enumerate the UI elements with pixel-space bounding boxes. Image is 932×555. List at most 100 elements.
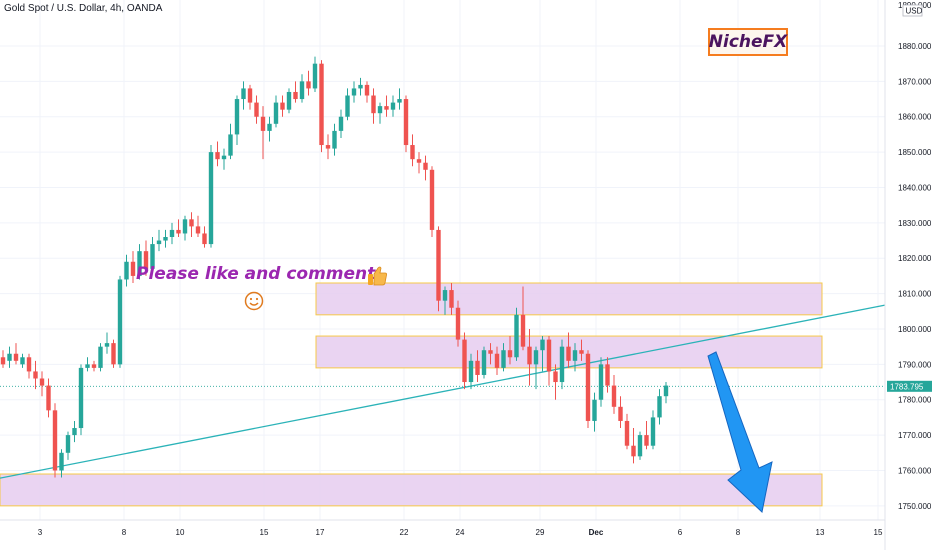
candle bbox=[455, 300, 461, 347]
candle-body bbox=[384, 106, 389, 110]
current-price-label: 1783.795 bbox=[887, 380, 932, 392]
candle-body bbox=[527, 346, 532, 365]
candle bbox=[7, 346, 12, 368]
x-tick-label: 3 bbox=[38, 528, 43, 537]
candle bbox=[332, 123, 337, 156]
candle-body bbox=[507, 350, 513, 358]
x-tick-label: 8 bbox=[122, 528, 127, 537]
candle bbox=[533, 346, 539, 390]
candle bbox=[267, 116, 272, 142]
candle bbox=[436, 226, 441, 312]
candle bbox=[143, 240, 149, 276]
candle bbox=[325, 134, 331, 160]
x-tick-label: 8 bbox=[736, 528, 741, 537]
candle-body bbox=[416, 159, 422, 163]
candle-body bbox=[273, 102, 279, 124]
y-tick-label: 1840.000 bbox=[898, 183, 932, 192]
candle-body bbox=[481, 350, 487, 375]
candle-body bbox=[306, 81, 311, 89]
candle bbox=[657, 389, 662, 425]
candle-body bbox=[98, 346, 103, 368]
candle bbox=[403, 95, 409, 153]
candle bbox=[85, 357, 90, 372]
y-tick-label: 1820.000 bbox=[898, 254, 932, 263]
x-tick-label: 22 bbox=[400, 528, 409, 537]
currency-badge[interactable]: USD bbox=[902, 4, 923, 17]
brand-badge: NicheFX bbox=[708, 28, 788, 56]
candle-body bbox=[624, 420, 630, 446]
candle-body bbox=[319, 63, 324, 146]
candle-body bbox=[377, 106, 383, 114]
candle-body bbox=[143, 251, 149, 269]
candle-body bbox=[0, 357, 6, 365]
candle bbox=[0, 350, 6, 368]
y-tick-label: 1790.000 bbox=[898, 360, 932, 369]
candle bbox=[169, 222, 175, 245]
candle-body bbox=[215, 152, 220, 160]
candle-body bbox=[585, 353, 591, 421]
candle bbox=[449, 282, 454, 315]
candle-body bbox=[475, 360, 480, 375]
candle bbox=[423, 155, 428, 181]
candle-body bbox=[20, 357, 25, 365]
candle bbox=[247, 84, 253, 110]
candle bbox=[280, 95, 285, 117]
price-axis[interactable]: 1750.000 1760.000 1770.000 1780.000 1790.000… bbox=[898, 1, 932, 511]
x-tick-label: 15 bbox=[874, 528, 883, 537]
candle bbox=[605, 357, 610, 393]
candle-body bbox=[397, 99, 402, 103]
candle-body bbox=[46, 385, 51, 411]
candle bbox=[65, 431, 71, 460]
candle bbox=[124, 254, 129, 287]
candle bbox=[156, 229, 162, 252]
candle-body bbox=[85, 364, 90, 368]
candle-body bbox=[117, 279, 123, 365]
candle bbox=[221, 148, 227, 170]
candle bbox=[195, 215, 201, 238]
candle-body bbox=[598, 364, 604, 400]
candle bbox=[390, 95, 396, 117]
candle-body bbox=[449, 290, 454, 308]
currency-label: USD bbox=[906, 7, 923, 16]
candle bbox=[208, 145, 214, 248]
price-zone bbox=[315, 282, 823, 316]
candle bbox=[111, 339, 116, 368]
candle-body bbox=[72, 428, 77, 436]
candle bbox=[475, 350, 480, 383]
candle bbox=[559, 339, 565, 390]
candle-body bbox=[650, 417, 656, 446]
candle-body bbox=[455, 307, 461, 340]
x-tick-label: Dec bbox=[589, 528, 604, 537]
candle bbox=[488, 343, 493, 365]
y-tick-label: 1770.000 bbox=[898, 431, 932, 440]
candle bbox=[163, 229, 168, 248]
candle bbox=[631, 428, 636, 464]
candle bbox=[189, 212, 194, 238]
candle bbox=[98, 343, 103, 372]
candle-body bbox=[657, 396, 662, 418]
time-axis[interactable]: 3 8 10 15 17 22 24 29 Dec 6 8 13 15 bbox=[38, 528, 883, 537]
price-zone bbox=[0, 473, 823, 507]
candle bbox=[104, 332, 110, 354]
smile-icon bbox=[244, 291, 264, 311]
candle-body bbox=[332, 130, 337, 149]
candle-body bbox=[241, 88, 246, 100]
candle bbox=[494, 346, 500, 375]
candle-body bbox=[364, 84, 370, 96]
candle bbox=[624, 413, 630, 450]
candle bbox=[228, 123, 233, 160]
candle-body bbox=[293, 91, 298, 100]
trend-line bbox=[0, 304, 886, 479]
candle bbox=[416, 152, 422, 174]
candle-body bbox=[572, 350, 578, 361]
candle-body bbox=[631, 445, 636, 457]
candle-body bbox=[423, 162, 428, 170]
candle-body bbox=[338, 116, 344, 131]
candle bbox=[293, 81, 298, 103]
candle-body bbox=[605, 364, 610, 386]
candle bbox=[468, 353, 474, 390]
support-resistance-zones bbox=[0, 282, 823, 507]
candle-body bbox=[488, 350, 493, 354]
